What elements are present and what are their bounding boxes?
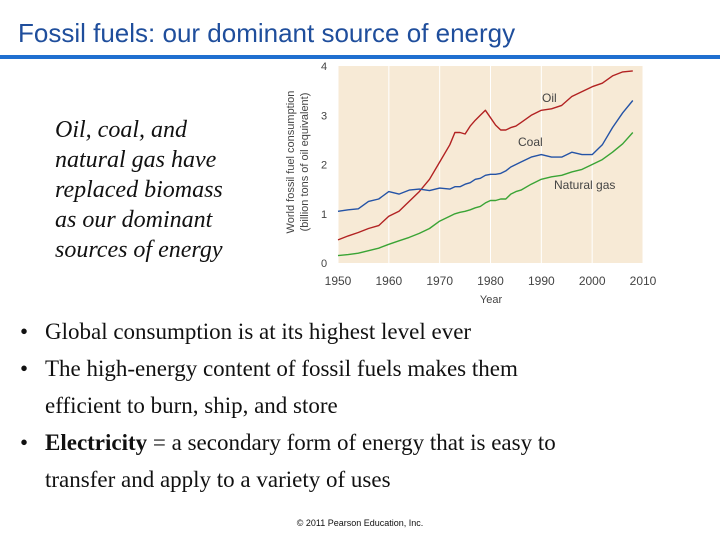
- y-tick-label: 4: [321, 61, 327, 73]
- x-tick-label: 1970: [426, 274, 453, 288]
- series-label-oil: Oil: [542, 91, 557, 105]
- y-tick-label: 2: [321, 160, 327, 172]
- bullet-text: Electricity = a secondary form of energy…: [45, 424, 710, 461]
- bullet-text: transfer and apply to a variety of uses: [45, 467, 391, 492]
- x-axis-label: Year: [480, 294, 503, 306]
- bullet-item: • Global consumption is at its highest l…: [20, 313, 710, 350]
- bullet-text: efficient to burn, ship, and store: [45, 393, 338, 418]
- bullet-text: Global consumption is at its highest lev…: [45, 319, 472, 344]
- x-tick-label: 2010: [630, 274, 657, 288]
- series-lines: [337, 70, 634, 257]
- bullet-dot: •: [20, 430, 29, 455]
- x-tick-labels: 1950 1960 1970 1980 1990 2000 2010: [325, 274, 657, 288]
- x-tick-label: 1960: [375, 274, 402, 288]
- bullet-term: Electricity: [45, 430, 148, 455]
- bullet-dot: •: [20, 319, 29, 344]
- series-label-natural-gas: Natural gas: [554, 178, 615, 192]
- side-caption-line: Oil, coal, and: [55, 117, 187, 143]
- y-tick-label: 3: [321, 110, 327, 122]
- side-caption-line: natural gas have: [55, 147, 217, 173]
- x-tick-label: 1990: [528, 274, 555, 288]
- bullet-list: • Global consumption is at its highest l…: [20, 313, 710, 498]
- x-tick-label: 1980: [477, 274, 504, 288]
- title-underline: [0, 55, 720, 59]
- x-tick-label: 1950: [325, 274, 352, 288]
- coal-line: [337, 100, 634, 212]
- bullet-dot: •: [20, 356, 29, 381]
- y-axis-label-units: (billion tons of oil equivalent): [299, 93, 311, 232]
- bullet-item: • Electricity = a secondary form of ener…: [20, 424, 710, 498]
- series-label-coal: Coal: [518, 135, 543, 149]
- y-tick-labels: 0 1 2 3 4: [321, 61, 327, 270]
- copyright-footer: © 2011 Pearson Education, Inc.: [296, 518, 424, 528]
- side-caption-line: sources of energy: [55, 237, 223, 263]
- side-caption-line: as our dominant: [55, 207, 213, 233]
- y-axis-label: World fossil fuel consumption: [285, 91, 297, 234]
- y-tick-label: 0: [321, 258, 327, 270]
- natural-gas-line: [337, 132, 634, 257]
- side-caption: Oil, coal, and natural gas have replaced…: [55, 115, 275, 265]
- side-caption-line: replaced biomass: [55, 177, 223, 203]
- bullet-item: • The high-energy content of fossil fuel…: [20, 350, 710, 424]
- fossil-fuel-chart: 0 1 2 3 4 1950 1960 1970 1980 1990 2000 2010 World…: [285, 61, 657, 306]
- x-tick-label: 2000: [579, 274, 606, 288]
- y-tick-label: 1: [321, 209, 327, 221]
- bullet-definition: = a secondary form of energy that is eas…: [147, 430, 556, 455]
- bullet-text: The high-energy content of fossil fuels …: [45, 356, 518, 381]
- oil-line: [337, 70, 633, 241]
- slide-title: Fossil fuels: our dominant source of ene…: [18, 18, 516, 48]
